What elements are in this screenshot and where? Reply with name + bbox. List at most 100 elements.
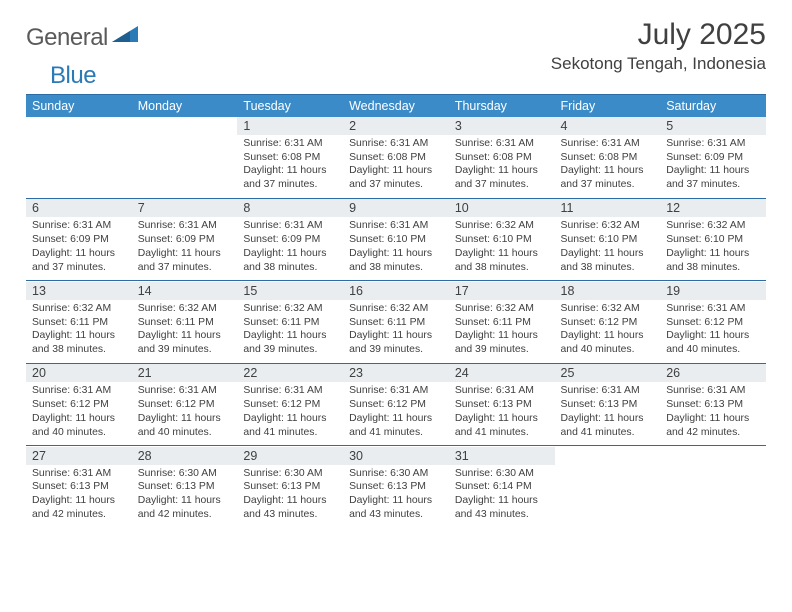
dow-header-cell: Sunday [26,95,132,117]
day-detail-cell: Sunrise: 6:30 AMSunset: 6:14 PMDaylight:… [449,465,555,528]
day-detail-line: Sunset: 6:11 PM [32,316,126,330]
title-block: July 2025 Sekotong Tengah, Indonesia [551,18,766,74]
day-detail-line: and 40 minutes. [32,426,126,440]
day-detail-line: Daylight: 11 hours [243,164,337,178]
day-detail-cell: Sunrise: 6:32 AMSunset: 6:12 PMDaylight:… [555,300,661,363]
logo-triangle-icon [112,26,138,47]
day-detail-line: Daylight: 11 hours [455,329,549,343]
day-detail-line: and 41 minutes. [561,426,655,440]
dow-header-row: SundayMondayTuesdayWednesdayThursdayFrid… [26,95,766,117]
day-number-cell: 6 [26,199,132,217]
day-detail-cell: Sunrise: 6:32 AMSunset: 6:10 PMDaylight:… [660,217,766,280]
day-detail-line: Daylight: 11 hours [666,412,760,426]
day-detail-cell: Sunrise: 6:31 AMSunset: 6:13 PMDaylight:… [660,382,766,445]
day-detail-cell [555,465,661,528]
day-detail-line: Sunset: 6:11 PM [349,316,443,330]
day-detail-line: Sunset: 6:12 PM [666,316,760,330]
day-detail-line: Sunrise: 6:30 AM [455,467,549,481]
day-detail-line: Daylight: 11 hours [349,247,443,261]
day-detail-line: Sunset: 6:14 PM [455,480,549,494]
day-detail-line: and 39 minutes. [138,343,232,357]
day-number-cell [555,447,661,465]
day-detail-cell: Sunrise: 6:31 AMSunset: 6:08 PMDaylight:… [237,135,343,198]
day-detail-line: Sunset: 6:08 PM [455,151,549,165]
month-title: July 2025 [551,18,766,52]
day-detail-line: Sunset: 6:12 PM [561,316,655,330]
day-detail-line: Sunset: 6:11 PM [455,316,549,330]
day-detail-line: Sunset: 6:09 PM [243,233,337,247]
day-detail-cell: Sunrise: 6:30 AMSunset: 6:13 PMDaylight:… [343,465,449,528]
day-detail-line: Sunset: 6:10 PM [666,233,760,247]
day-detail-line: Sunrise: 6:30 AM [138,467,232,481]
day-number-cell: 1 [237,117,343,135]
day-detail-line: Sunrise: 6:31 AM [138,219,232,233]
day-detail-cell: Sunrise: 6:31 AMSunset: 6:12 PMDaylight:… [132,382,238,445]
day-detail-line: and 37 minutes. [138,261,232,275]
day-number-row: 13141516171819 [26,282,766,300]
day-number-cell: 5 [660,117,766,135]
day-detail-line: Daylight: 11 hours [138,494,232,508]
day-detail-line: Sunrise: 6:32 AM [455,219,549,233]
day-detail-cell: Sunrise: 6:31 AMSunset: 6:13 PMDaylight:… [555,382,661,445]
day-detail-line: Daylight: 11 hours [32,329,126,343]
day-detail-line: Daylight: 11 hours [138,412,232,426]
day-detail-line: and 40 minutes. [561,343,655,357]
day-number-cell: 21 [132,364,238,382]
day-detail-line: Sunrise: 6:32 AM [455,302,549,316]
day-detail-line: Sunrise: 6:31 AM [243,384,337,398]
day-detail-line: Daylight: 11 hours [243,494,337,508]
day-number-cell: 29 [237,447,343,465]
day-detail-line: Sunset: 6:13 PM [243,480,337,494]
day-detail-line: Daylight: 11 hours [349,164,443,178]
day-number-cell: 17 [449,282,555,300]
day-detail-line: Sunrise: 6:31 AM [32,219,126,233]
logo-text-blue: Blue [50,62,96,90]
day-detail-line: Sunset: 6:12 PM [138,398,232,412]
day-number-cell: 24 [449,364,555,382]
day-number-cell: 23 [343,364,449,382]
day-detail-row: Sunrise: 6:31 AM Sunset: 6:08 PM Daylight:… [26,135,766,198]
day-detail-line: Sunset: 6:10 PM [561,233,655,247]
day-detail-line: and 39 minutes. [455,343,549,357]
day-detail-line: and 43 minutes. [349,508,443,522]
day-detail-line: Sunrise: 6:31 AM [666,137,760,151]
day-detail-line: Sunset: 6:09 PM [666,151,760,165]
day-detail-line: Sunset: 6:13 PM [561,398,655,412]
day-detail-line: Sunrise: 6:31 AM [138,384,232,398]
day-detail-cell: Sunrise: 6:32 AMSunset: 6:11 PMDaylight:… [237,300,343,363]
day-detail-line: Daylight: 11 hours [666,247,760,261]
day-number-cell: 18 [555,282,661,300]
day-detail-line: Sunrise: 6:30 AM [349,467,443,481]
day-number-cell: 28 [132,447,238,465]
day-detail-line: Sunset: 6:13 PM [138,480,232,494]
day-detail-line: Daylight: 11 hours [349,329,443,343]
day-detail-cell [132,135,238,198]
day-detail-line: Sunrise: 6:31 AM [349,137,443,151]
day-number-row: 20212223242526 [26,364,766,382]
day-detail-line: Sunset: 6:13 PM [666,398,760,412]
day-detail-line: Sunrise: 6:32 AM [32,302,126,316]
dow-header-cell: Friday [555,95,661,117]
day-number-cell [660,447,766,465]
dow-header-cell: Monday [132,95,238,117]
day-detail-line: and 38 minutes. [455,261,549,275]
day-detail-cell: Sunrise: 6:32 AMSunset: 6:11 PMDaylight:… [343,300,449,363]
day-detail-line: Sunrise: 6:31 AM [32,467,126,481]
day-detail-line: Sunrise: 6:31 AM [455,384,549,398]
day-detail-line: Sunrise: 6:31 AM [32,384,126,398]
day-number-cell: 15 [237,282,343,300]
day-number-cell: 13 [26,282,132,300]
day-detail-cell: Sunrise: 6:32 AMSunset: 6:11 PMDaylight:… [449,300,555,363]
day-detail-line: Sunset: 6:09 PM [138,233,232,247]
day-detail-line: Sunset: 6:08 PM [561,151,655,165]
day-detail-cell: Sunrise: 6:30 AMSunset: 6:13 PMDaylight:… [132,465,238,528]
day-detail-line: and 38 minutes. [561,261,655,275]
day-detail-line: Sunrise: 6:31 AM [243,137,337,151]
day-detail-line: and 38 minutes. [32,343,126,357]
day-detail-line: Sunrise: 6:32 AM [349,302,443,316]
day-detail-line: Sunrise: 6:32 AM [138,302,232,316]
day-detail-line: and 41 minutes. [243,426,337,440]
day-detail-line: and 37 minutes. [455,178,549,192]
day-detail-line: Daylight: 11 hours [349,494,443,508]
day-detail-line: Sunset: 6:10 PM [455,233,549,247]
